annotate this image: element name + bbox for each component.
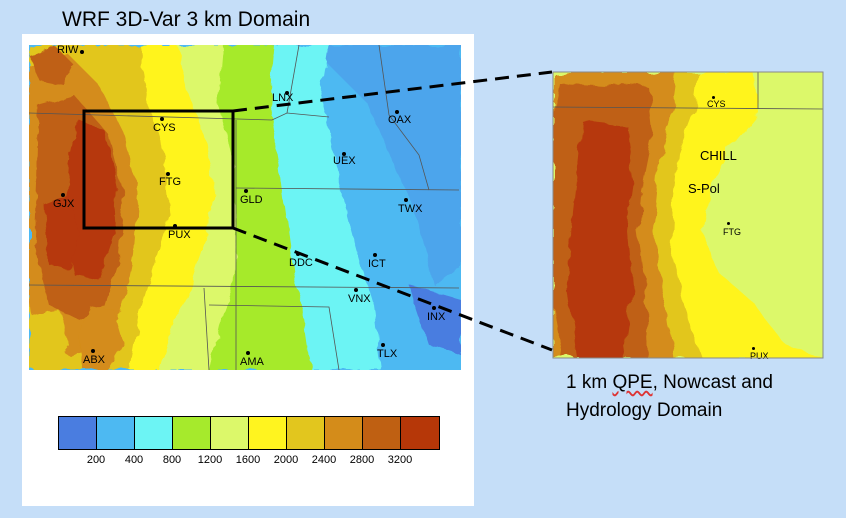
legend-swatch xyxy=(59,417,97,449)
inset-terrain-map xyxy=(553,72,823,358)
legend-tick-label: 1600 xyxy=(235,454,261,466)
station-label-ddc: DDC xyxy=(289,257,313,269)
station-dot-ama xyxy=(246,351,250,355)
station-label-vnx: VNX xyxy=(348,293,371,305)
station-dot-pux xyxy=(173,224,177,228)
station-dot-inx xyxy=(432,306,436,310)
legend-tick-label: 800 xyxy=(162,454,182,466)
station-label-lnx: LNX xyxy=(272,92,294,104)
inset-station-label-ftg: FTG xyxy=(723,227,741,237)
caption-text: 1 km xyxy=(566,372,613,393)
station-dot-cys xyxy=(160,117,164,121)
station-label-ict: ICT xyxy=(368,258,386,270)
legend-swatch xyxy=(363,417,401,449)
station-label-cys: CYS xyxy=(153,122,176,134)
station-dot-twx xyxy=(404,198,408,202)
legend-tick-label: 2000 xyxy=(273,454,299,466)
caption-text: Hydrology Domain xyxy=(566,400,723,421)
inset-station-label-cys: CYS xyxy=(707,99,726,109)
inset-station-label-pux: PUX xyxy=(750,351,769,361)
station-label-uex: UEX xyxy=(333,155,356,167)
station-label-ftg: FTG xyxy=(159,176,181,188)
station-dot-riw xyxy=(80,50,84,54)
legend-swatch xyxy=(401,417,439,449)
station-label-abx: ABX xyxy=(83,354,106,366)
legend-swatch xyxy=(211,417,249,449)
station-label-inx: INX xyxy=(427,311,446,323)
station-label-pux: PUX xyxy=(168,229,191,241)
legend-tick-label: 2400 xyxy=(311,454,337,466)
station-dot-gjx xyxy=(61,193,65,197)
legend-swatch xyxy=(173,417,211,449)
legend-tick-label: 1200 xyxy=(197,454,223,466)
station-label-tlx: TLX xyxy=(377,348,398,360)
station-label-ama: AMA xyxy=(240,356,264,368)
legend-swatch xyxy=(249,417,287,449)
elevation-color-legend xyxy=(58,416,440,450)
radar-label-chill: CHILL xyxy=(700,148,737,163)
station-label-gld: GLD xyxy=(240,194,263,206)
station-dot-ddc xyxy=(296,252,300,256)
legend-swatch xyxy=(97,417,135,449)
station-dot-uex xyxy=(342,152,346,156)
station-label-oax: OAX xyxy=(388,114,412,126)
station-label-gjx: GJX xyxy=(53,198,75,210)
inset-station-dot-pux xyxy=(752,347,755,350)
station-label-riw: RIW xyxy=(57,44,79,56)
terrain-map xyxy=(29,45,461,370)
station-label-twx: TWX xyxy=(398,203,423,215)
legend-tick-label: 200 xyxy=(86,454,106,466)
legend-tick-label: 400 xyxy=(124,454,144,466)
legend-tick-label: 2800 xyxy=(349,454,375,466)
caption-text: , Nowcast and xyxy=(652,372,773,393)
legend-tick-label: 3200 xyxy=(387,454,413,466)
inset-caption: 1 km QPE, Nowcast and Hydrology Domain xyxy=(566,369,773,425)
legend-swatch xyxy=(287,417,325,449)
station-dot-tlx xyxy=(381,343,385,347)
figure-title: WRF 3D-Var 3 km Domain xyxy=(62,8,311,31)
caption-qpe: QPE xyxy=(612,372,653,393)
inset-station-dot-ftg xyxy=(727,222,730,225)
radar-label-spol: S-Pol xyxy=(688,181,720,196)
legend-swatch xyxy=(135,417,173,449)
station-dot-ict xyxy=(373,253,377,257)
station-dot-gld xyxy=(244,189,248,193)
legend-swatch xyxy=(325,417,363,449)
station-dot-abx xyxy=(91,349,95,353)
station-dot-vnx xyxy=(354,288,358,292)
